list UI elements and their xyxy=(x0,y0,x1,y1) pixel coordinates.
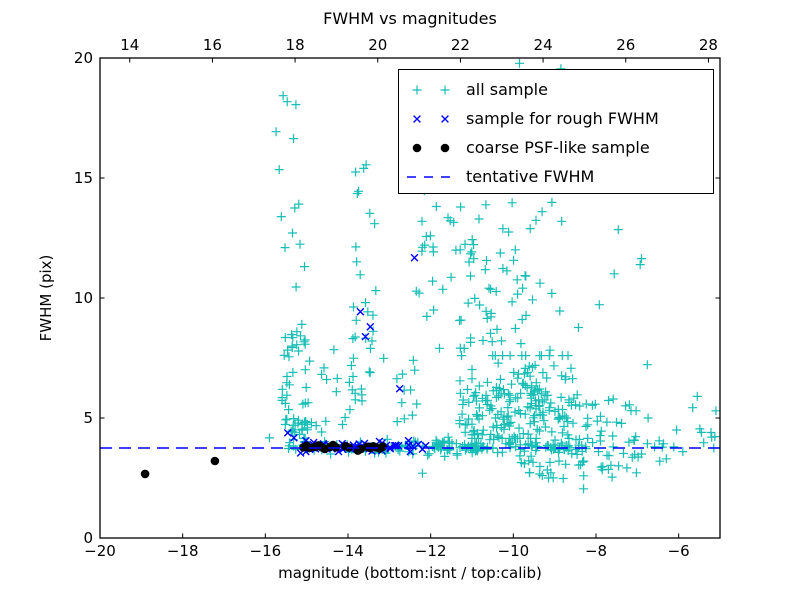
psf-sample-point xyxy=(378,442,388,452)
y-tick-label: 0 xyxy=(83,529,93,547)
top-tick-label: 16 xyxy=(203,36,222,54)
y-tick-label: 5 xyxy=(83,409,93,427)
legend-label: tentative FWHM xyxy=(466,167,595,186)
data-points-layer xyxy=(100,58,720,494)
top-tick-label: 26 xyxy=(616,36,635,54)
x-tick-label: −16 xyxy=(250,542,282,560)
legend-label: sample for rough FWHM xyxy=(466,109,659,128)
x-tick-label: −8 xyxy=(585,542,607,560)
y-tick-label: 10 xyxy=(74,289,93,307)
psf-sample-point xyxy=(140,469,150,479)
legend-entry-tentative-fwhm: tentative FWHM xyxy=(405,162,713,191)
rough-fwhm-points xyxy=(283,253,430,457)
x-tick-label: −6 xyxy=(668,542,690,560)
x-tick-label: −20 xyxy=(84,542,116,560)
legend-label: coarse PSF-like sample xyxy=(466,138,650,157)
top-tick-label: 20 xyxy=(368,36,387,54)
x-axis-label: magnitude (bottom:isnt / top:calib) xyxy=(278,564,542,582)
y-axis-label: FWHM (pix) xyxy=(37,254,55,342)
top-tick-label: 28 xyxy=(699,36,718,54)
y-tick-label: 15 xyxy=(74,169,93,187)
legend-label: all sample xyxy=(466,80,548,99)
y-tick-label: 20 xyxy=(74,49,93,67)
chart-title: FWHM vs magnitudes xyxy=(323,9,497,28)
x-marker-icon xyxy=(405,110,457,128)
psf-sample-point xyxy=(356,444,366,454)
top-tick-label: 18 xyxy=(286,36,305,54)
x-tick-label: −12 xyxy=(415,542,447,560)
legend-entry-all-sample: all sample xyxy=(405,75,713,104)
x-tick-label: −10 xyxy=(498,542,530,560)
legend-entry-psf-sample: coarse PSF-like sample xyxy=(405,133,713,162)
x-tick-label: −18 xyxy=(167,542,199,560)
legend-entry-rough-fwhm: sample for rough FWHM xyxy=(405,104,713,133)
legend: all sample sample for rough FWHM coarse … xyxy=(398,69,714,194)
psf-sample-point xyxy=(210,456,220,466)
dot-marker-icon xyxy=(405,139,457,157)
x-tick-label: −14 xyxy=(332,542,364,560)
dashed-line-icon xyxy=(405,168,457,186)
top-tick-label: 22 xyxy=(451,36,470,54)
all-sample-points xyxy=(265,58,720,494)
plus-marker-icon xyxy=(405,81,457,99)
top-tick-label: 14 xyxy=(120,36,139,54)
top-tick-label: 24 xyxy=(534,36,553,54)
